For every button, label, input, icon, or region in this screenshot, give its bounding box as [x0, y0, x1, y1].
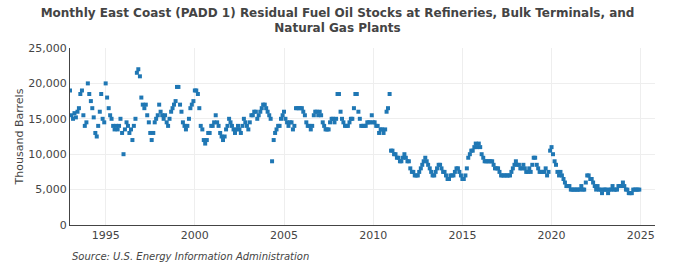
svg-text:25,000: 25,000 — [28, 42, 67, 55]
svg-text:2000: 2000 — [181, 229, 209, 242]
svg-text:2005: 2005 — [270, 229, 298, 242]
svg-text:20,000: 20,000 — [28, 77, 67, 90]
svg-text:1995: 1995 — [92, 229, 120, 242]
svg-text:Monthly East Coast (PADD 1) Re: Monthly East Coast (PADD 1) Residual Fue… — [41, 6, 635, 36]
svg-text:Thousand Barrels: Thousand Barrels — [13, 88, 26, 185]
svg-text:2015: 2015 — [448, 229, 476, 242]
svg-text:2010: 2010 — [359, 229, 387, 242]
svg-text:Source: U.S. Energy Informatio: Source: U.S. Energy Information Administ… — [72, 251, 309, 262]
svg-text:2025: 2025 — [627, 229, 655, 242]
svg-text:10,000: 10,000 — [28, 148, 67, 161]
svg-text:5,000: 5,000 — [35, 183, 67, 196]
svg-text:2020: 2020 — [538, 229, 566, 242]
svg-text:0: 0 — [60, 219, 67, 232]
svg-text:15,000: 15,000 — [28, 113, 67, 126]
